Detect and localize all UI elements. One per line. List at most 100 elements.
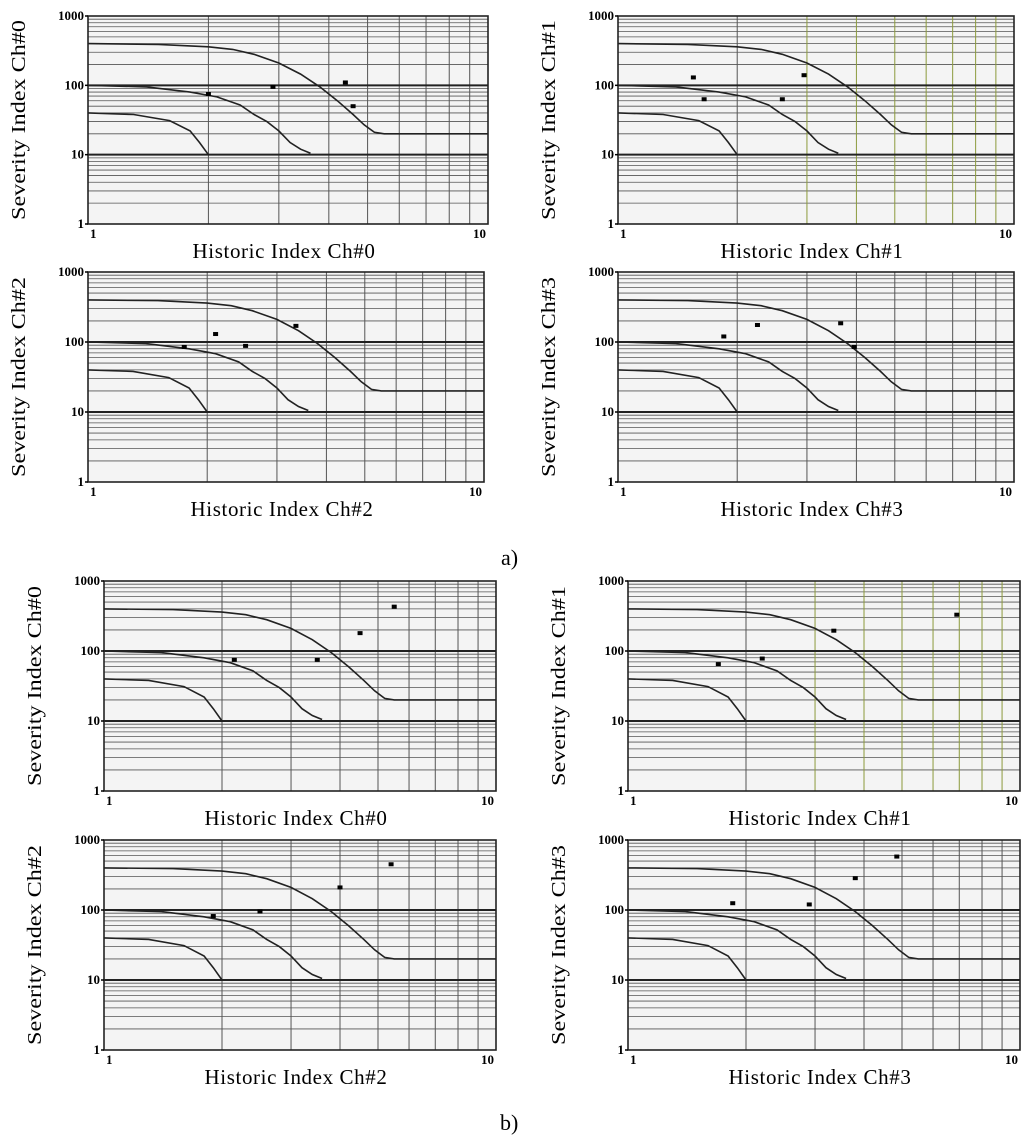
data-point xyxy=(802,73,807,77)
plot-area xyxy=(628,581,1020,791)
data-point xyxy=(780,97,785,101)
data-point xyxy=(257,910,262,914)
data-point xyxy=(894,855,899,859)
y-tick-label: 1000 xyxy=(58,8,84,23)
plot-area xyxy=(88,16,488,224)
y-tick-label: 1000 xyxy=(598,573,624,588)
y-axis-label: Severity Index Ch#2 xyxy=(8,277,30,477)
x-tick-label: 10 xyxy=(1005,1052,1018,1067)
data-point xyxy=(389,862,394,866)
x-tick-label: 10 xyxy=(469,484,482,499)
data-point xyxy=(755,323,760,327)
x-axis-label: Historic Index Ch#0 xyxy=(205,806,388,830)
data-point xyxy=(716,662,721,666)
y-tick-label: 1000 xyxy=(74,573,100,588)
plot-area xyxy=(104,840,496,1050)
y-tick-label: 10 xyxy=(601,147,614,162)
data-point xyxy=(954,613,959,617)
x-tick-label: 1 xyxy=(106,793,113,808)
data-point xyxy=(232,658,237,662)
x-tick-label: 10 xyxy=(481,1052,494,1067)
data-point xyxy=(182,345,187,349)
data-point xyxy=(243,344,248,348)
chart-a-1: 1 10 100 1000 1 10 Historic Index Ch#1 Severity… xyxy=(538,8,1014,263)
y-tick-label: 100 xyxy=(595,77,615,92)
x-tick-label: 1 xyxy=(90,484,97,499)
x-tick-label: 10 xyxy=(999,226,1012,241)
data-point xyxy=(343,80,348,84)
y-tick-label: 100 xyxy=(65,77,85,92)
chart-b-7: 11010010001 10Historic Index Ch#3Severity… xyxy=(548,832,1020,1089)
y-tick-label: 10 xyxy=(71,147,84,162)
x-axis-label: Historic Index Ch#3 xyxy=(729,1065,912,1089)
y-tick-label: 1000 xyxy=(588,264,614,279)
y-tick-label: 10 xyxy=(87,713,100,728)
y-axis-label: Severity Index Ch#1 xyxy=(538,20,560,220)
data-point xyxy=(213,332,218,336)
x-axis-label: Historic Index Ch#1 xyxy=(729,806,912,830)
chart-a-3: 1 10 100 1000 1 10 Historic Index Ch#3 Severity… xyxy=(538,264,1014,521)
chart-a-2: 1 10 100 1000 1 10 Historic Index Ch#2 Severity… xyxy=(8,264,484,521)
data-point xyxy=(293,324,298,328)
y-tick-label: 1 xyxy=(618,783,625,798)
y-axis-label: Severity Index Ch#3 xyxy=(548,845,570,1045)
data-point xyxy=(721,334,726,338)
data-point xyxy=(691,75,696,79)
y-tick-label: 10 xyxy=(611,972,624,987)
y-axis-label: Severity Index Ch#2 xyxy=(24,845,46,1045)
y-tick-label: 100 xyxy=(65,334,85,349)
plot-area xyxy=(628,840,1020,1050)
plot-area xyxy=(104,581,496,791)
y-tick-label: 10 xyxy=(611,713,624,728)
figure-label-b: b) xyxy=(500,1110,518,1136)
data-point xyxy=(852,345,857,349)
y-tick-label: 1000 xyxy=(74,832,100,847)
y-tick-label: 10 xyxy=(87,972,100,987)
plot-area xyxy=(618,272,1014,482)
data-point xyxy=(392,605,397,609)
data-point xyxy=(315,658,320,662)
x-tick-label: 1 xyxy=(90,226,97,241)
y-tick-label: 100 xyxy=(81,902,101,917)
data-point xyxy=(358,631,363,635)
x-axis-label: Historic Index Ch#3 xyxy=(721,497,904,521)
y-tick-label: 1 xyxy=(78,216,85,231)
y-tick-label: 10 xyxy=(601,404,614,419)
x-tick-label: 10 xyxy=(473,226,486,241)
y-axis-label: Severity Index Ch#3 xyxy=(538,277,560,477)
y-axis-label: Severity Index Ch#0 xyxy=(24,586,46,786)
y-tick-label: 1 xyxy=(618,1042,625,1057)
y-tick-label: 1 xyxy=(94,1042,101,1057)
y-tick-label: 100 xyxy=(595,334,615,349)
y-tick-label: 100 xyxy=(81,643,101,658)
data-point xyxy=(211,914,216,918)
x-tick-label: 1 xyxy=(630,793,637,808)
x-tick-label: 1 xyxy=(620,484,627,499)
y-tick-label: 100 xyxy=(605,902,625,917)
data-point xyxy=(702,97,707,101)
chart-b-4: 1 10 100 1000 1 10 Historic Index Ch#0 Severity… xyxy=(24,573,496,830)
y-tick-label: 1 xyxy=(78,474,85,489)
chart-a-0: 11010010001 10Historic Index Ch#0Severity… xyxy=(8,8,488,263)
data-point xyxy=(730,901,735,905)
x-tick-label: 10 xyxy=(1005,793,1018,808)
y-tick-label: 1000 xyxy=(598,832,624,847)
y-tick-label: 1 xyxy=(94,783,101,798)
chart-b-6: 1 10 100 1000 1 10 Historic Index Ch#2 Severity… xyxy=(24,832,496,1089)
y-tick-label: 1000 xyxy=(58,264,84,279)
y-axis-label: Severity Index Ch#1 xyxy=(548,586,570,786)
y-tick-label: 1 xyxy=(608,216,615,231)
x-axis-label: Historic Index Ch#2 xyxy=(191,497,374,521)
y-tick-label: 1000 xyxy=(588,8,614,23)
data-point xyxy=(206,92,211,96)
y-tick-label: 1 xyxy=(608,474,615,489)
y-tick-label: 10 xyxy=(71,404,84,419)
y-tick-label: 100 xyxy=(605,643,625,658)
data-point xyxy=(338,885,343,889)
chart-b-5: 1 10 100 1000 1 10 Historic Index Ch#1 Severity… xyxy=(548,573,1020,830)
figure-label-a: a) xyxy=(501,545,518,571)
y-axis-label: Severity Index Ch#0 xyxy=(8,20,30,220)
plot-area xyxy=(618,16,1014,224)
x-axis-label: Historic Index Ch#1 xyxy=(721,239,904,263)
